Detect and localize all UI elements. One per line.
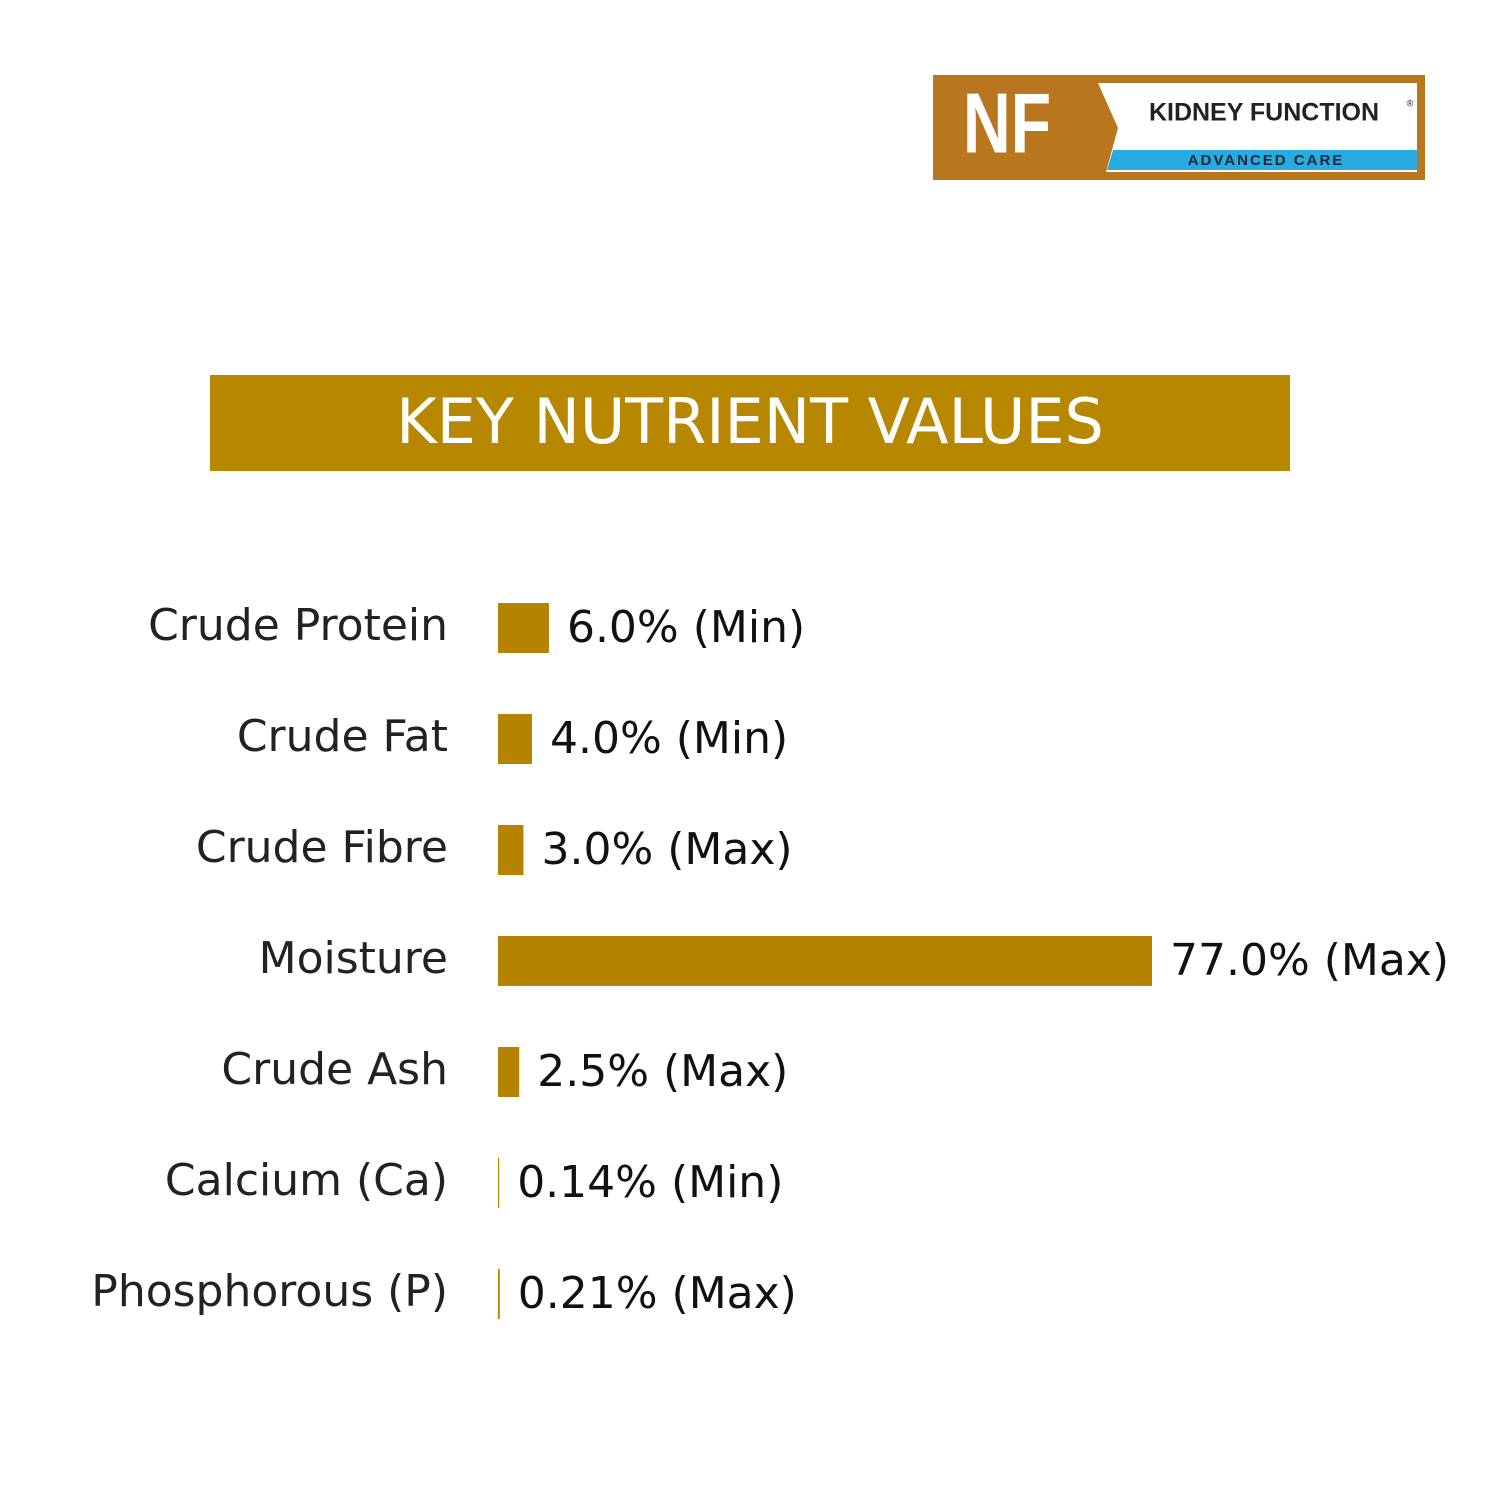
logo-mark: NF [963,77,1051,172]
logo-stripe [1107,150,1417,170]
bar [498,825,524,875]
category-label: Calcium (Ca) [165,1155,448,1206]
category-label: Phosphorous (P) [91,1266,448,1317]
logo-registered: ® [1407,98,1414,108]
category-label: Crude Protein [148,600,448,651]
category-label: Crude Ash [221,1044,448,1095]
bar [498,936,1152,986]
logo: NF KIDNEY FUNCTION ® ADVANCED CARE [933,75,1425,180]
category-label: Crude Fat [237,711,448,762]
bar [498,603,549,653]
bar [498,1269,500,1319]
logo-name: KIDNEY FUNCTION [1149,99,1379,127]
value-label: 6.0% (Min) [567,602,805,653]
value-label: 3.0% (Max) [541,824,792,875]
bar [498,1158,500,1208]
category-label: Moisture [259,933,448,984]
category-label: Crude Fibre [196,822,448,873]
title-background [210,375,1290,471]
value-label: 4.0% (Min) [550,713,788,764]
logo-tagline: ADVANCED CARE [1188,152,1345,169]
logo-panel [1098,83,1417,172]
bar [498,714,532,764]
chart-title: KEY NUTRIENT VALUES [396,385,1104,458]
value-label: 2.5% (Max) [537,1046,788,1097]
bar [498,1047,520,1097]
value-label: 77.0% (Max) [1170,935,1449,986]
value-label: 0.14% (Min) [517,1157,783,1208]
value-label: 0.21% (Max) [518,1268,797,1319]
